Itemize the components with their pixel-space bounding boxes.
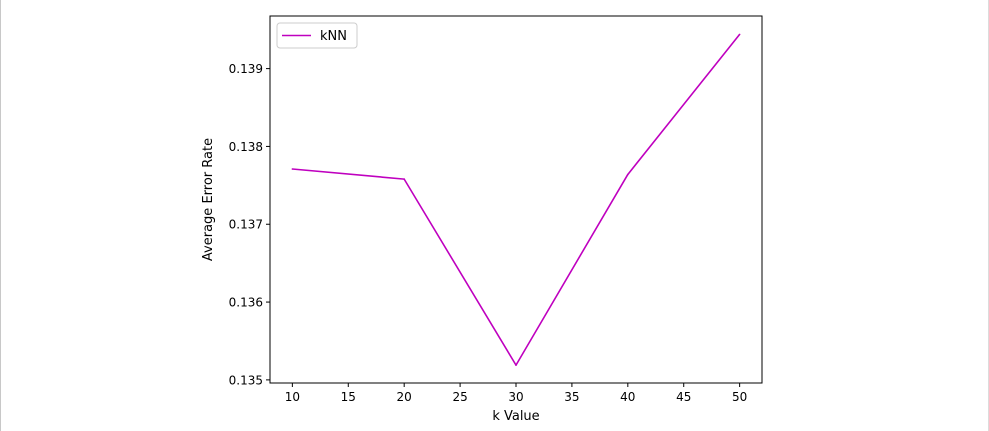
x-tick-label: 40 xyxy=(620,390,635,404)
x-tick-label: 35 xyxy=(564,390,579,404)
x-axis-ticks: 10 15 20 25 30 35 40 45 50 xyxy=(285,383,747,404)
data-point xyxy=(291,168,294,170)
x-tick-label: 20 xyxy=(397,390,412,404)
x-tick-label: 30 xyxy=(508,390,523,404)
y-tick-label: 0.135 xyxy=(229,373,263,387)
series-lines xyxy=(291,33,741,366)
y-axis-ticks: 0.135 0.136 0.137 0.138 0.139 xyxy=(229,62,270,387)
data-point xyxy=(627,173,629,176)
data-point xyxy=(738,33,741,36)
y-tick-label: 0.136 xyxy=(229,296,263,310)
x-tick-label: 25 xyxy=(452,390,467,404)
y-tick-label: 0.139 xyxy=(229,62,263,76)
data-point xyxy=(403,178,405,180)
x-tick-label: 10 xyxy=(285,390,300,404)
legend-label-knn: kNN xyxy=(320,29,347,44)
window-left-border xyxy=(0,0,1,431)
x-tick-label: 45 xyxy=(676,390,691,404)
plot-area-frame xyxy=(269,15,763,384)
x-axis-label: k Value xyxy=(492,409,539,424)
y-axis-label: Average Error Rate xyxy=(201,138,216,261)
y-tick-label: 0.138 xyxy=(229,140,263,154)
data-point xyxy=(515,364,517,366)
x-tick-label: 15 xyxy=(341,390,356,404)
y-tick-label: 0.137 xyxy=(229,218,263,232)
legend: kNN xyxy=(276,22,358,49)
legend-box xyxy=(276,22,358,49)
x-tick-label: 50 xyxy=(732,390,747,404)
